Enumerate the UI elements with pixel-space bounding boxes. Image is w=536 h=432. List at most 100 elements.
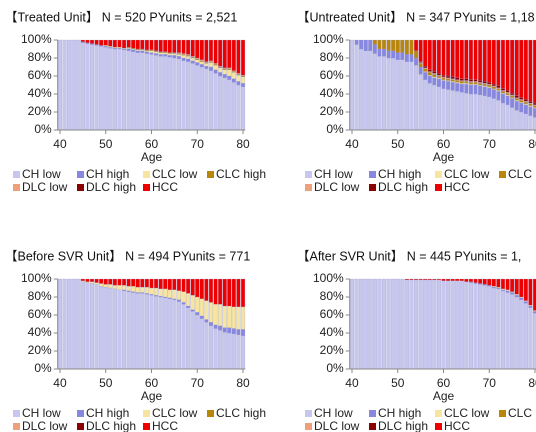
bar-segment (154, 39, 159, 51)
bar-segment (496, 91, 501, 101)
bar-segment (172, 278, 177, 290)
bar-segment (89, 39, 95, 44)
bar-segment (436, 78, 441, 87)
bar-segment (108, 47, 113, 131)
bar-segment (455, 39, 460, 78)
bar-segment (176, 290, 182, 300)
bar-segment (519, 278, 524, 298)
bar-segment (204, 39, 209, 62)
x-tick-label: 40 (345, 137, 359, 151)
bar-segment (121, 285, 127, 290)
bar-segment (158, 56, 163, 131)
bar-segment (172, 53, 177, 56)
bar-segment (514, 97, 519, 99)
y-tick-label: 80% (28, 289, 52, 303)
bar-segment (478, 85, 483, 96)
bar-segment (131, 48, 136, 51)
bar-segment (532, 278, 536, 311)
bar-segment (240, 39, 246, 76)
bar-segment (236, 334, 241, 370)
bar-segment (482, 81, 487, 84)
bar-segment (181, 291, 186, 303)
y-tick-label: 40% (28, 325, 52, 339)
bar-segment (523, 300, 528, 302)
bar-segment (208, 39, 214, 61)
bar-segment (441, 39, 446, 76)
legend-swatch (13, 171, 20, 178)
bar-segment (459, 83, 464, 93)
bar-segment (505, 94, 510, 96)
bar-segment (496, 286, 501, 289)
bar-segment (468, 282, 474, 370)
bar-segment (505, 289, 510, 291)
bar-segment (519, 101, 524, 104)
bar-segment (186, 278, 191, 294)
legend-swatch (77, 410, 84, 417)
bar-segment (487, 86, 492, 88)
bar-segment (163, 296, 168, 299)
bar-segment (391, 278, 396, 370)
bar-segment (227, 305, 232, 328)
bar-segment (482, 83, 487, 85)
bar-segment (381, 39, 387, 50)
bar-segment (112, 39, 117, 48)
legend-label: DLC high (86, 180, 136, 194)
legend-label: CLC high (216, 406, 266, 420)
bar-segment (144, 39, 149, 51)
bar-segment (478, 82, 483, 84)
bar-segment (76, 39, 81, 131)
bar-segment (432, 77, 437, 86)
bar-segment (368, 278, 373, 370)
legend-swatch (435, 423, 442, 430)
bar-segment (57, 39, 63, 131)
bar-segment (528, 305, 533, 308)
bar-segment (446, 89, 451, 131)
legend-label: CH low (314, 167, 353, 181)
bar-segment (231, 78, 236, 83)
bar-segment (213, 328, 218, 370)
bar-segment (413, 278, 419, 281)
bar-segment (505, 39, 510, 91)
bar-segment (446, 81, 451, 90)
bar-segment (432, 279, 437, 370)
bar-segment (473, 79, 478, 82)
bar-segment (404, 61, 409, 131)
bar-segment (131, 278, 136, 287)
bar-segment (523, 39, 528, 100)
bar-segment (528, 102, 533, 105)
bar-segment (176, 56, 182, 60)
bar-segment (103, 46, 108, 48)
bar-segment (126, 39, 131, 48)
bar-segment (487, 285, 492, 287)
bar-segment (213, 278, 218, 305)
bar-segment (103, 39, 108, 46)
bar-segment (172, 52, 177, 54)
bar-segment (519, 296, 524, 299)
bar-segment (199, 318, 204, 370)
bar-segment (131, 47, 136, 50)
bar-segment (126, 48, 131, 51)
bar-segment (85, 281, 90, 283)
bar-segment (386, 39, 391, 51)
bar-segment (441, 278, 446, 281)
bar-segment (103, 284, 108, 288)
bar-segment (459, 280, 464, 370)
bar-segment (450, 81, 455, 83)
bar-segment (514, 110, 519, 131)
bar-segment (459, 81, 464, 84)
bar-segment (473, 84, 478, 95)
bar-segment (363, 39, 368, 51)
bar-segment (436, 75, 441, 78)
bar-segment (423, 278, 428, 281)
bar-segment (395, 39, 400, 53)
x-tick-label: 50 (99, 137, 113, 151)
bar-segment (62, 39, 67, 131)
bar-segment (413, 279, 419, 370)
bar-segment (532, 39, 536, 104)
bar-segment (176, 301, 182, 370)
bar-segment (126, 47, 131, 49)
y-tick-label: 20% (320, 104, 344, 118)
chart-title: 【Treated Unit】 N = 520 PYunits = 2,521 (5, 10, 237, 24)
bar-segment (172, 55, 177, 59)
x-axis-label: Age (433, 150, 455, 164)
